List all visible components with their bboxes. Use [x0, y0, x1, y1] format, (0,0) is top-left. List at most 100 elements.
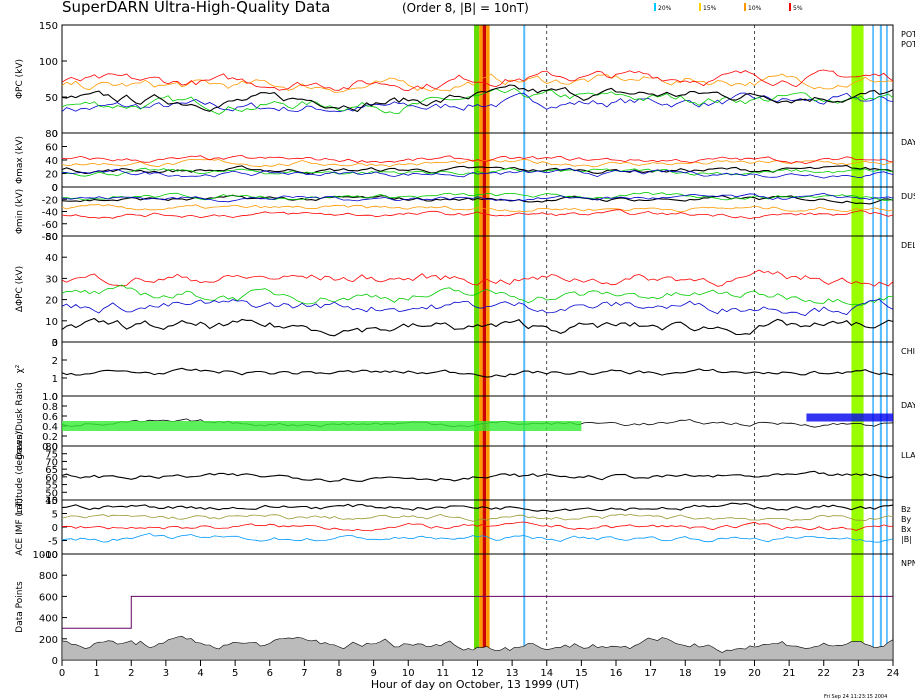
y-tick-label: 1000 — [33, 550, 58, 561]
right-label: NPN — [901, 559, 915, 568]
data-line — [61, 284, 894, 306]
x-axis: 0 1 2 3 4 5 6 7 8 9 10 11 12 13 14 15 16 17 18 19 20 21 22 23 24 — [59, 660, 899, 679]
data-line — [61, 167, 894, 177]
right-label: By — [901, 515, 911, 524]
right-label: Bx — [901, 525, 911, 534]
y-tick-label: 0 — [52, 129, 58, 140]
data-line — [61, 521, 894, 532]
x-tick-label: 11 — [437, 668, 450, 679]
y-axis-label: ΔΦPC (kV) — [15, 266, 25, 312]
y-tick-label: 65 — [45, 465, 58, 476]
y-tick-label: 200 — [39, 635, 58, 646]
right-label: Bz — [901, 505, 911, 514]
y-tick-label: 1.0 — [42, 392, 58, 403]
x-tick-label: 4 — [197, 668, 203, 679]
data-line — [61, 155, 894, 165]
y-tick-label: 150 — [39, 21, 58, 32]
panel-dpc: 50 40 30 20 10 0 ΔΦPC (kV) DEL — [15, 232, 915, 349]
right-label: CHI — [901, 347, 915, 356]
y-tick-label: 0 — [52, 338, 58, 349]
y-tick-label: 30 — [45, 274, 58, 285]
x-tick-label: 15 — [575, 668, 588, 679]
x-tick-label: 0 — [59, 668, 65, 679]
y-tick-label: -10 — [42, 550, 58, 561]
data-line — [61, 367, 894, 378]
y-tick-label: 5 — [52, 510, 58, 521]
data-line — [61, 164, 894, 175]
y-tick-label: 0 — [52, 392, 58, 403]
y-axis-label: Data Points — [15, 581, 25, 633]
y-tick-label: 75 — [45, 450, 58, 461]
y-tick-label: 45 — [45, 496, 58, 507]
x-tick-label: 14 — [540, 668, 553, 679]
data-line — [61, 209, 894, 220]
y-axis-label: Φmax (kV) — [15, 136, 25, 184]
legend: 20% 15% 10% 5% — [654, 3, 803, 12]
y-tick-label: 80 — [45, 129, 58, 140]
y-tick-label: 70 — [45, 457, 58, 468]
y-tick-label: 50 — [45, 488, 58, 499]
legend-label: 15% — [703, 5, 717, 12]
right-label: DAY — [901, 401, 915, 410]
data-area — [61, 635, 894, 661]
panel-max: 80 60 40 20 0 Φmax (kV) DAY — [15, 129, 915, 194]
order-label: (Order 8, |B| = 10nT) — [402, 1, 529, 15]
data-line — [61, 87, 894, 115]
y-tick-label: 55 — [45, 481, 58, 492]
x-tick-label: 13 — [506, 668, 519, 679]
y-tick-label: 400 — [39, 614, 58, 625]
y-tick-label: -60 — [42, 220, 58, 231]
x-tick-label: 8 — [336, 668, 342, 679]
y-tick-label: 20 — [45, 296, 58, 307]
y-axis-label: ACE IMF (nT) — [15, 498, 25, 556]
data-line — [61, 158, 894, 168]
data-line — [61, 513, 894, 522]
data-line — [61, 192, 894, 203]
timestamp: Fri Sep 24 11:23:15 2004 — [824, 694, 887, 700]
data-line — [61, 192, 894, 201]
data-line — [61, 84, 894, 113]
y-tick-label: 2 — [52, 356, 58, 367]
y-tick-label: 600 — [39, 592, 58, 603]
data-line — [61, 168, 894, 179]
y-tick-label: 80 — [45, 442, 58, 453]
x-tick-label: 12 — [471, 668, 484, 679]
x-tick-label: 17 — [644, 668, 657, 679]
x-tick-label: 7 — [301, 668, 307, 679]
x-tick-label: 18 — [679, 668, 692, 679]
x-tick-label: 19 — [714, 668, 727, 679]
right-label: DUS — [901, 192, 915, 201]
data-line — [61, 204, 894, 213]
data-line — [61, 69, 894, 92]
x-axis-label: Hour of day on October, 13 1999 (UT) — [371, 678, 579, 691]
data-line — [61, 92, 894, 113]
data-line — [61, 533, 894, 543]
y-tick-label: 40 — [45, 156, 58, 167]
data-line — [61, 317, 894, 337]
panel-chi: 3 2 1 0 χ² CHI — [15, 338, 915, 403]
x-tick-label: 5 — [232, 668, 238, 679]
x-tick-label: 10 — [402, 668, 415, 679]
y-tick-label: 800 — [39, 571, 58, 582]
y-tick-label: 60 — [45, 473, 58, 484]
x-tick-label: 1 — [93, 668, 99, 679]
panel-min: 0-20 -40-60-80 Φmin (kV) DUS — [15, 183, 915, 243]
x-tick-label: 16 — [610, 668, 623, 679]
legend-label: 5% — [793, 5, 803, 12]
y-tick-label: 0.6 — [42, 412, 58, 423]
y-tick-label: -5 — [48, 537, 58, 548]
y-tick-label: 40 — [45, 253, 58, 264]
y-tick-label: 50 — [45, 93, 58, 104]
y-tick-label: 0 — [52, 183, 58, 194]
y-axis-label: χ² — [15, 364, 25, 373]
y-tick-label: 10 — [45, 496, 58, 507]
right-label: DEL — [901, 241, 915, 250]
x-tick-label: 23 — [852, 668, 865, 679]
right-label: POT — [901, 30, 915, 39]
y-tick-label: 1 — [52, 374, 58, 385]
y-tick-label: -20 — [42, 195, 58, 206]
chart-title: SuperDARN Ultra-High-Quality Data — [62, 0, 330, 16]
